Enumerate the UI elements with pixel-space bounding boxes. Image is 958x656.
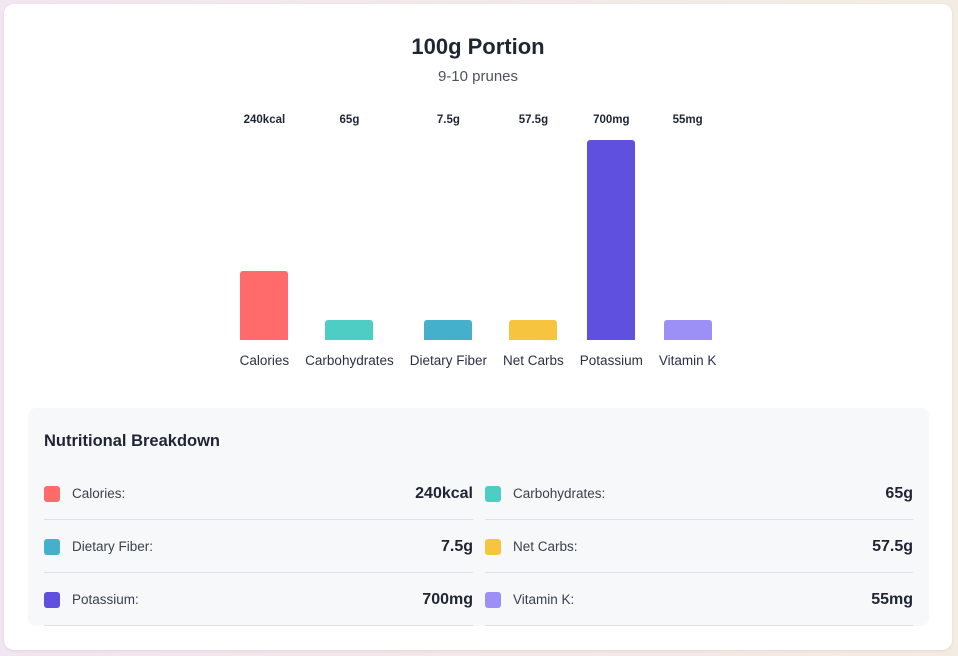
breakdown-value: 65g xyxy=(885,484,913,502)
nutritional-breakdown-panel: Nutritional Breakdown Calories: 240kcal Ca… xyxy=(28,408,929,626)
chart-subtitle: 9-10 prunes xyxy=(437,68,519,85)
data-label: 7.5g xyxy=(436,114,460,126)
color-swatch xyxy=(44,591,60,608)
breakdown-grid: Calories: 240kcal Carbohydrates: 65g Dietary… xyxy=(44,468,913,627)
breakdown-label: Net Carbs: xyxy=(513,539,578,554)
category-label: Calories xyxy=(239,353,290,368)
category-label: Potassium xyxy=(579,353,643,368)
breakdown-label: Dietary Fiber: xyxy=(72,539,154,554)
bar-calories xyxy=(240,271,289,340)
data-label: 700mg xyxy=(593,114,630,126)
category-label: Carbohydrates xyxy=(305,353,394,368)
breakdown-value: 240kcal xyxy=(415,484,473,502)
breakdown-title: Nutritional Breakdown xyxy=(44,432,221,450)
bar-column: 65g Carbohydrates xyxy=(305,112,394,368)
breakdown-value: 700mg xyxy=(422,590,473,608)
breakdown-label: Carbohydrates: xyxy=(513,486,606,501)
breakdown-row: Carbohydrates: 65g xyxy=(485,468,913,520)
bar-chart: 240kcal Calories 65g Carbohydrates 7.5g Dieta… xyxy=(4,112,952,368)
color-swatch xyxy=(485,538,501,555)
breakdown-row: Vitamin K: 55mg xyxy=(485,574,913,626)
data-label: 57.5g xyxy=(518,114,549,126)
bar-column: 57.5g Net Carbs xyxy=(503,112,564,368)
breakdown-row: Potassium: 700mg xyxy=(44,574,473,626)
breakdown-value: 55mg xyxy=(871,590,913,608)
bar-net-carbs xyxy=(509,320,558,340)
breakdown-row: Net Carbs: 57.5g xyxy=(485,521,913,573)
bar-column: 7.5g Dietary Fiber xyxy=(410,112,487,368)
data-label: 240kcal xyxy=(243,114,286,126)
bar-potassium xyxy=(587,140,636,340)
category-label: Dietary Fiber xyxy=(409,353,488,368)
breakdown-label: Calories: xyxy=(72,486,126,501)
bar-column: 240kcal Calories xyxy=(240,112,290,368)
category-label: Vitamin K xyxy=(658,353,717,368)
breakdown-value: 57.5g xyxy=(872,537,913,555)
data-label: 55mg xyxy=(672,114,703,126)
breakdown-value: 7.5g xyxy=(440,537,473,555)
chart-title: 100g Portion xyxy=(411,34,545,59)
breakdown-label: Potassium: xyxy=(72,592,139,607)
breakdown-row: Calories: 240kcal xyxy=(44,468,473,520)
breakdown-row: Dietary Fiber: 7.5g xyxy=(44,521,473,573)
bar-column: 55mg Vitamin K xyxy=(659,112,717,368)
bar-dietary-fiber xyxy=(424,320,473,340)
data-label: 65g xyxy=(339,114,360,126)
breakdown-label: Vitamin K: xyxy=(513,592,575,607)
color-swatch xyxy=(44,485,60,502)
color-swatch xyxy=(485,485,501,502)
nutrition-card: 100g Portion 9-10 prunes 240kcal Calories… xyxy=(4,4,952,650)
bar-column: 700mg Potassium xyxy=(580,112,643,368)
color-swatch xyxy=(44,538,60,555)
bar-vitamin-k xyxy=(663,320,712,340)
category-label: Net Carbs xyxy=(503,353,564,368)
color-swatch xyxy=(485,591,501,608)
bar-carbohydrates xyxy=(325,320,374,340)
